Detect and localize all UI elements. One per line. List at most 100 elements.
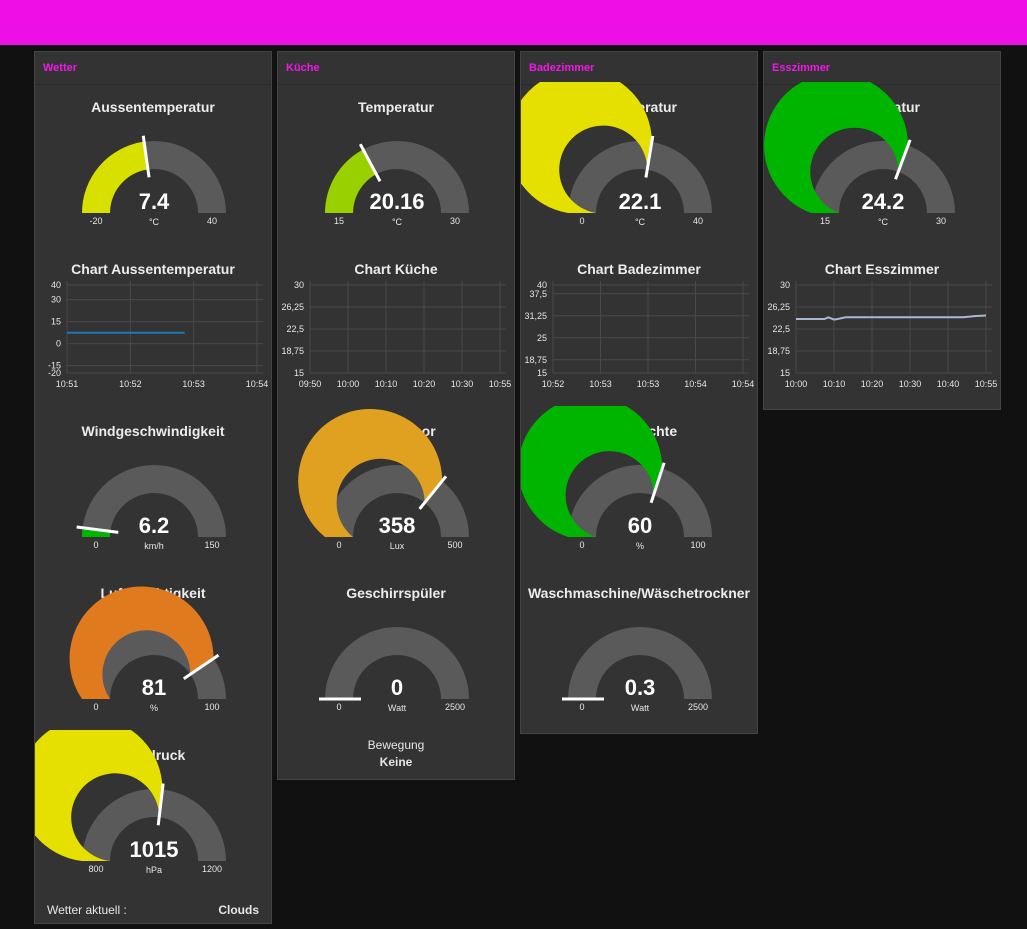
x-tick-label: 10:10 (823, 379, 846, 389)
gauge-graphic: 0 Watt 0 2500 (319, 627, 469, 713)
gauge-max: 30 (936, 216, 946, 226)
gauge-fill (521, 406, 663, 537)
x-tick-label: 10:40 (937, 379, 960, 389)
y-tick-label: 15 (537, 368, 547, 378)
y-tick-label: 37,5 (529, 289, 547, 299)
x-tick-label: 10:53 (589, 379, 612, 389)
motion-value: Keine (379, 755, 413, 769)
x-tick-label: 10:54 (246, 379, 269, 389)
gauge-unit: Lux (390, 541, 405, 551)
series-line (796, 314, 987, 321)
y-tick-label: 40 (51, 280, 61, 290)
gauge-min: -20 (89, 216, 102, 226)
gauge-min: 0 (579, 702, 584, 712)
gauge-unit: Watt (631, 703, 650, 713)
y-tick-label: -15 (48, 361, 61, 371)
gauge-track (568, 627, 712, 699)
x-tick-label: 09:50 (299, 379, 322, 389)
chart-title: Chart Badezimmer (577, 261, 701, 277)
gauge-max: 150 (204, 540, 219, 550)
gauge-min: 0 (579, 216, 584, 226)
gauge-max: 2500 (445, 702, 465, 712)
x-tick-label: 10:30 (899, 379, 922, 389)
gauge-value: 24.2 (862, 189, 905, 214)
y-tick-label: 15 (294, 368, 304, 378)
weather-current: Wetter aktuell : Clouds (35, 895, 271, 923)
gauge-value: 0.3 (625, 675, 656, 700)
x-tick-label: 10:20 (861, 379, 884, 389)
gauge-unit: Watt (388, 703, 407, 713)
gauge-track (325, 627, 469, 699)
gauge-track (811, 141, 955, 213)
gauge-value: 6.2 (139, 513, 170, 538)
gauge-max: 2500 (688, 702, 708, 712)
motion-label: Bewegung (367, 738, 425, 752)
gauge-track (82, 789, 226, 861)
y-tick-label: 26,25 (281, 302, 304, 312)
gauge-graphic: 6.2 km/h 0 150 (76, 465, 226, 551)
weather-value: Clouds (218, 903, 259, 917)
gauge-unit: °C (878, 217, 889, 227)
y-tick-label: 15 (780, 368, 790, 378)
gauge-unit: % (636, 541, 644, 551)
chart-title: Chart Esszimmer (824, 261, 940, 277)
gauge-graphic: 20.16 °C 15 30 (325, 141, 469, 227)
gauge-needle (76, 525, 119, 534)
gauge-lichtsensor: Lichtsensor358Lux0500 (278, 408, 514, 571)
x-tick-label: 10:52 (119, 379, 142, 389)
gauge-needle (418, 475, 448, 510)
x-tick-label: 10:54 (684, 379, 707, 389)
gauge-title: Waschmaschine/Wäschetrockner (527, 585, 750, 601)
chart-chart-aussentemperatur: Chart Aussentemperatur 40 30 15 0 -15 -20 10:51… (35, 247, 271, 409)
chart-title: Chart Aussentemperatur (71, 261, 235, 277)
x-tick-label: 10:51 (56, 379, 79, 389)
header-bar (0, 0, 1027, 45)
gauge-needle (358, 143, 382, 182)
x-tick-label: 10:55 (975, 379, 998, 389)
y-tick-label: 30 (51, 295, 61, 305)
chart-title: Chart Küche (354, 261, 438, 277)
gauge-unit: hPa (146, 865, 162, 875)
gauge-value: 20.16 (369, 189, 424, 214)
gauge-value: 0 (391, 675, 403, 700)
gauge-max: 500 (447, 540, 462, 550)
gauge-track (568, 465, 712, 537)
group-title: Badezimmer (521, 52, 757, 85)
gauge-needle (649, 462, 666, 504)
weather-label: Wetter aktuell : (47, 903, 127, 917)
gauge-needle (894, 139, 912, 180)
gauge-temperatur: Temperatur 20.16 °C 15 30 (278, 85, 514, 247)
motion-status: Bewegung Keine (278, 733, 514, 779)
y-tick-label: 40 (537, 280, 547, 290)
gauge-min: 0 (579, 540, 584, 550)
x-tick-label: 10:53 (182, 379, 205, 389)
y-tick-label: 31,25 (524, 311, 547, 321)
x-tick-label: 10:52 (542, 379, 565, 389)
gauge-value: 22.1 (619, 189, 662, 214)
gauge-max: 100 (690, 540, 705, 550)
gauge-min: 15 (334, 216, 344, 226)
gauge-value: 60 (628, 513, 652, 538)
gauge-fill (521, 82, 652, 213)
gauge-geschirrspüler: Geschirrspüler 0 Watt 0 2500 (278, 571, 514, 733)
gauge-value: 1015 (130, 837, 179, 862)
group-küche: Küche Temperatur 20.16 °C 15 30 Chart Küche 30 2… (277, 51, 515, 780)
gauge-min: 0 (336, 702, 341, 712)
x-tick-label: 10:55 (489, 379, 512, 389)
gauge-fill (298, 408, 443, 537)
gauge-fill (35, 730, 163, 861)
gauge-unit: km/h (144, 541, 164, 551)
gauge-max: 1200 (202, 864, 222, 874)
gauge-luftdruck: Luftdruck1015hPa8001200 (35, 730, 271, 895)
y-tick-label: 30 (780, 280, 790, 290)
y-tick-label: 22,5 (286, 324, 304, 334)
group-title: Esszimmer (764, 52, 1000, 85)
gauge-title: Aussentemperatur (91, 99, 215, 115)
chart-chart-badezimmer: Chart Badezimmer 40 37,5 31,25 25 18,75 15 10:5… (521, 247, 757, 409)
